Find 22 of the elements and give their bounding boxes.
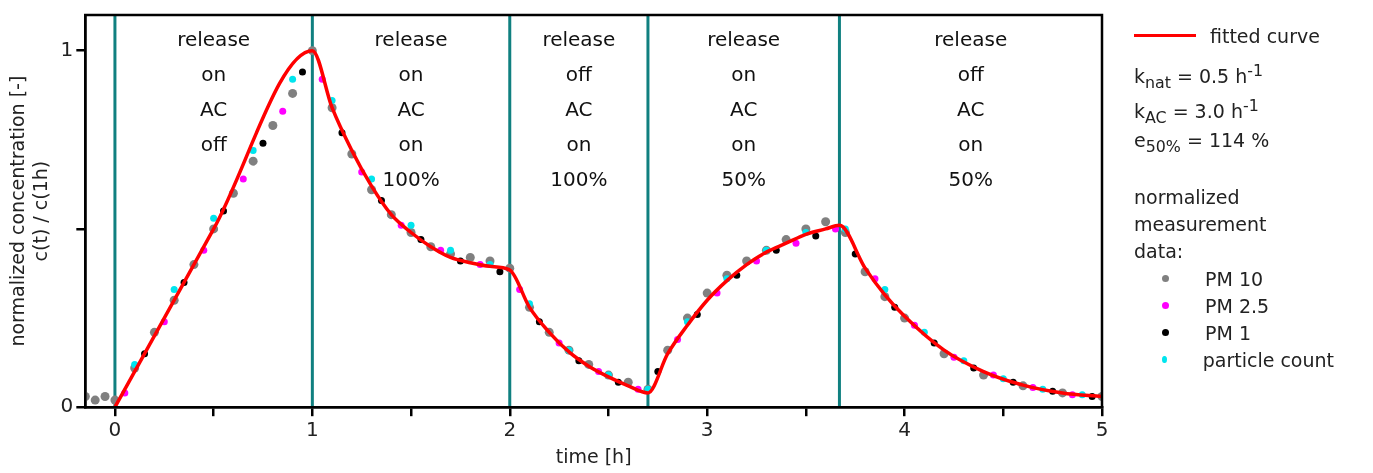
legend-label: PM 10 bbox=[1205, 267, 1264, 290]
annotation: release off AC on 100% bbox=[542, 27, 616, 192]
x-tick-label: 3 bbox=[700, 417, 714, 442]
annotation: release on AC off bbox=[177, 27, 251, 157]
legend-label: particle count bbox=[1202, 348, 1334, 371]
text: k$_{AC}$ = 3.0 h$^{-1}$ bbox=[1134, 96, 1259, 128]
legend-label: fitted curve bbox=[1210, 24, 1320, 47]
legend-title: normalized measurement data: bbox=[1134, 185, 1268, 264]
x-tick-label: 4 bbox=[898, 417, 911, 442]
annotation: release on AC on 100% bbox=[374, 27, 448, 192]
text: e$_{50%}$ = 114 % bbox=[1134, 129, 1270, 156]
legend-label: PM 1 bbox=[1205, 321, 1251, 344]
x-tick-label: 2 bbox=[503, 417, 517, 442]
text: k$_{nat}$ = 0.5 h$^{-1}$ bbox=[1134, 60, 1265, 93]
x-tick-label: 0 bbox=[108, 417, 122, 442]
y-axis-title: normalized concentration [-] c(t) / c(1h) bbox=[6, 75, 52, 347]
x-tick-label: 1 bbox=[305, 417, 319, 442]
legend-label: PM 2.5 bbox=[1205, 294, 1270, 317]
annotation: release off AC on 50% bbox=[934, 27, 1008, 192]
x-axis-title: time [h] bbox=[555, 444, 632, 467]
annotation: release on AC on 50% bbox=[707, 27, 781, 192]
x-tick-label: 5 bbox=[1095, 417, 1109, 442]
